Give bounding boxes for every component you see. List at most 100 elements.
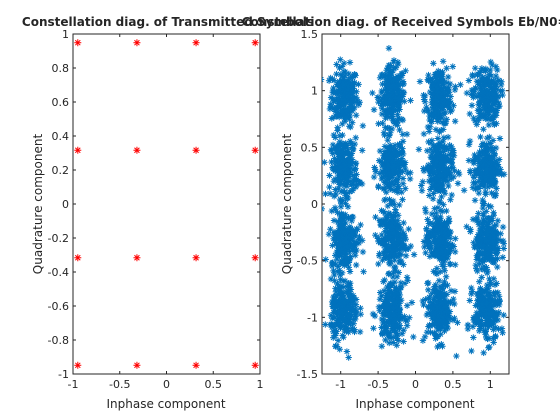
received-symbol-point bbox=[471, 197, 479, 204]
received-symbol-point bbox=[441, 267, 448, 274]
received-symbol-point bbox=[474, 236, 482, 244]
received-symbol-point bbox=[384, 202, 391, 210]
received-symbol-point bbox=[331, 204, 339, 211]
received-symbol-point bbox=[341, 72, 349, 80]
received-symbol-point bbox=[358, 180, 366, 188]
received-symbol-point bbox=[444, 324, 451, 332]
received-symbol-point bbox=[443, 207, 450, 215]
received-symbol-point bbox=[455, 168, 462, 176]
received-symbol-point bbox=[430, 310, 437, 317]
received-symbol-point bbox=[375, 120, 382, 127]
received-symbol-point bbox=[432, 105, 439, 112]
received-symbol-point bbox=[491, 233, 498, 241]
received-symbol-point bbox=[382, 115, 389, 122]
y-tick-label: -0.6 bbox=[48, 300, 69, 313]
received-symbol-point bbox=[327, 103, 335, 111]
received-symbol-point bbox=[381, 209, 389, 217]
received-symbol-point bbox=[423, 234, 431, 241]
received-symbol-point bbox=[463, 89, 471, 97]
received-symbol-point bbox=[484, 166, 491, 174]
transmitted-x-label: Inphase component bbox=[106, 397, 225, 411]
received-symbol-point bbox=[381, 196, 388, 204]
received-symbol-point bbox=[379, 329, 387, 336]
received-symbol-point bbox=[484, 267, 491, 275]
received-symbol-point bbox=[454, 319, 461, 326]
received-symbol-point bbox=[349, 213, 357, 221]
received-symbol-point bbox=[494, 94, 502, 101]
received-symbol-point bbox=[432, 96, 439, 103]
received-symbol-point bbox=[483, 292, 491, 299]
received-symbol-point bbox=[465, 77, 473, 84]
received-symbol-point bbox=[378, 324, 385, 331]
received-symbol-point bbox=[336, 132, 344, 140]
received-symbol-point bbox=[330, 334, 337, 341]
y-tick-label: -0.5 bbox=[297, 255, 318, 268]
received-symbol-point bbox=[390, 212, 397, 220]
received-symbol-point bbox=[430, 320, 438, 327]
received-symbol-point bbox=[478, 317, 485, 324]
received-symbol-point bbox=[445, 215, 453, 222]
received-symbol-point bbox=[390, 57, 398, 64]
received-symbol-point bbox=[486, 133, 493, 141]
received-symbol-point bbox=[352, 176, 360, 184]
received-symbol-point bbox=[439, 68, 446, 76]
received-symbol-point bbox=[483, 334, 490, 342]
received-symbol-point bbox=[388, 323, 396, 330]
received-symbol-point bbox=[345, 259, 353, 266]
received-symbol-point bbox=[418, 187, 426, 194]
received-symbol-point bbox=[443, 307, 450, 315]
transmitted-symbol-point bbox=[251, 254, 259, 262]
y-tick-label: 1 bbox=[311, 85, 318, 98]
received-symbol-point bbox=[444, 133, 452, 141]
received-symbol-point bbox=[415, 146, 423, 153]
transmitted-plot-area bbox=[72, 33, 261, 375]
received-symbol-point bbox=[483, 151, 490, 159]
received-symbol-point bbox=[466, 137, 474, 145]
received-symbol-point bbox=[473, 121, 480, 128]
transmitted-symbol-point bbox=[74, 361, 82, 369]
received-symbol-point bbox=[443, 79, 451, 87]
received-symbol-point bbox=[496, 156, 503, 163]
received-symbol-point bbox=[375, 184, 382, 191]
received-symbol-point bbox=[430, 223, 438, 230]
received-symbol-point bbox=[359, 122, 367, 130]
received-symbol-point bbox=[396, 97, 403, 104]
received-symbol-point bbox=[400, 89, 408, 97]
received-symbol-point bbox=[438, 159, 446, 167]
received-symbol-point bbox=[439, 244, 446, 252]
received-symbol-point bbox=[386, 196, 393, 203]
received-symbol-point bbox=[469, 184, 477, 191]
received-symbol-point bbox=[499, 223, 507, 231]
received-symbol-point bbox=[351, 71, 358, 78]
received-symbol-point bbox=[369, 310, 377, 318]
transmitted-symbol-point bbox=[192, 146, 200, 154]
received-symbol-point bbox=[435, 277, 443, 284]
received-symbol-point bbox=[481, 256, 488, 264]
received-symbol-point bbox=[424, 107, 431, 114]
received-symbol-point bbox=[357, 305, 364, 312]
received-symbol-point bbox=[435, 177, 443, 184]
received-symbol-point bbox=[434, 343, 441, 351]
received-symbol-point bbox=[402, 252, 410, 259]
received-symbol-point bbox=[339, 112, 347, 120]
received-symbol-point bbox=[399, 150, 407, 158]
received-symbol-point bbox=[428, 243, 435, 251]
received-symbol-point bbox=[322, 76, 325, 83]
received-symbol-point bbox=[327, 321, 335, 329]
received-symbol-point bbox=[490, 339, 497, 346]
received-symbol-point bbox=[339, 332, 346, 339]
received-symbol-point bbox=[337, 84, 344, 91]
received-symbol-point bbox=[358, 147, 366, 154]
received-symbol-point bbox=[498, 78, 505, 85]
received-symbol-point bbox=[444, 73, 452, 81]
y-tick-label: -0.4 bbox=[48, 266, 69, 279]
received-symbol-point bbox=[392, 206, 399, 213]
received-symbol-point bbox=[478, 288, 485, 295]
received-symbol-point bbox=[392, 267, 399, 274]
received-symbol-point bbox=[424, 310, 432, 317]
received-symbol-point bbox=[383, 67, 390, 74]
received-symbol-point bbox=[336, 78, 343, 85]
received-symbol-point bbox=[492, 324, 499, 331]
received-symbol-point bbox=[353, 239, 360, 246]
received-symbol-point bbox=[419, 337, 427, 344]
